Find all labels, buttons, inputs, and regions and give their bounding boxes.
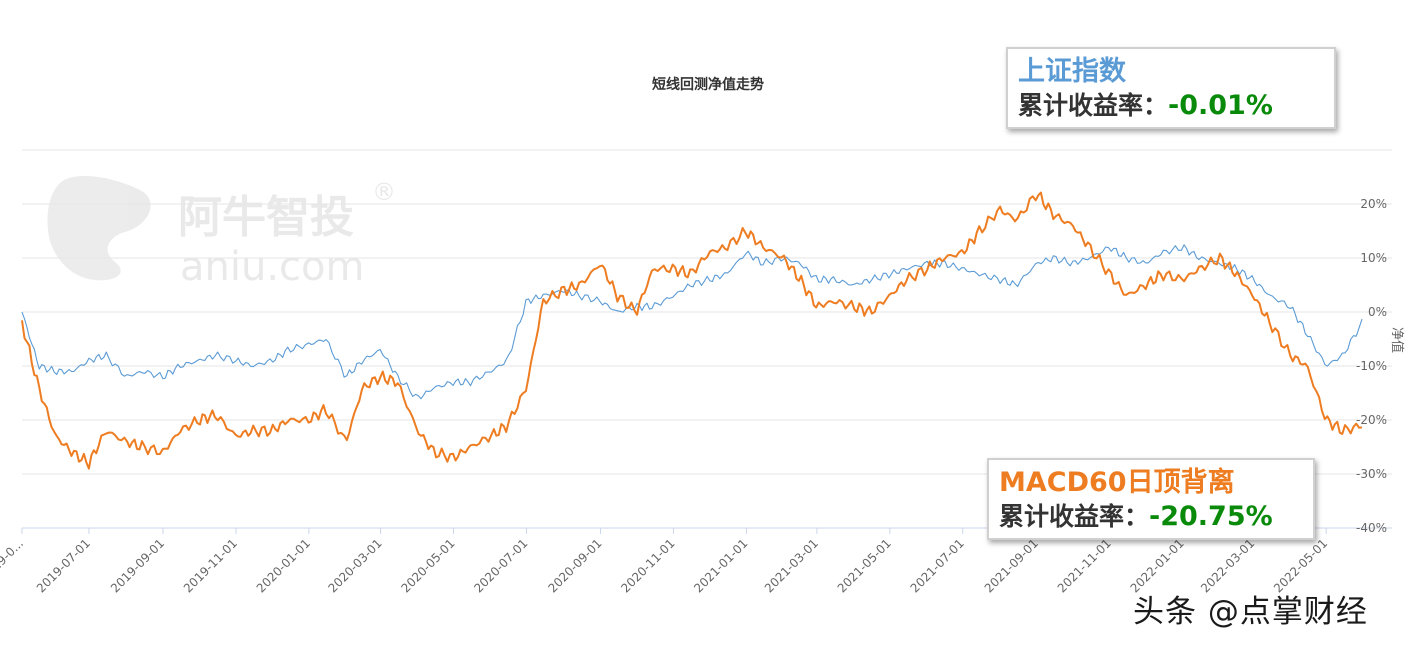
legend-name-strategy: MACD60日顶背离	[999, 467, 1235, 498]
y-tick-label: 20%	[1360, 197, 1387, 211]
x-tick-label: 2019-11-01	[181, 536, 240, 595]
chart-title: 短线回测净值走势	[652, 76, 764, 93]
watermark-brand-en: aniu.com	[180, 244, 364, 290]
watermark-brand-cn: 阿牛智投	[178, 192, 354, 243]
x-tick-label: 2019-09-01	[108, 536, 167, 595]
watermark-credit: 头条 @点掌财经	[1133, 594, 1368, 630]
x-tick-label: 2020-11-01	[618, 536, 677, 595]
return-value-strategy: -20.75%	[1149, 501, 1273, 532]
legend-box-strategy: MACD60日顶背离 累计收益率：-20.75%	[987, 458, 1315, 540]
x-tick-label: 2021-11-01	[1055, 536, 1114, 595]
x-tick-label: 2021-01-01	[691, 536, 750, 595]
x-tick-label: 2020-01-01	[254, 536, 313, 595]
return-value-index: -0.01%	[1168, 90, 1273, 121]
legend-name-index: 上证指数	[1018, 56, 1126, 87]
x-tick-label: 2019-0...	[0, 536, 26, 584]
y-tick-label: -10%	[1356, 359, 1387, 373]
legend-box-index: 上证指数 累计收益率：-0.01%	[1006, 47, 1336, 129]
x-tick-label: 2021-03-01	[762, 536, 821, 595]
x-tick-label: 2020-09-01	[545, 536, 604, 595]
x-tick-label: 2021-05-01	[835, 536, 894, 595]
y-tick-label: -40%	[1356, 521, 1387, 535]
x-tick-label: 2019-07-01	[34, 536, 93, 595]
series-line-index	[21, 244, 1363, 400]
x-tick-label: 2021-07-01	[908, 536, 967, 595]
x-tick-label: 2021-09-01	[982, 536, 1041, 595]
series-line-strategy	[21, 191, 1363, 470]
legend-return-strategy: 累计收益率：-20.75%	[999, 500, 1303, 534]
series-layer	[21, 191, 1363, 470]
watermark-registered: ®	[372, 178, 396, 206]
x-tick-label: 2020-03-01	[326, 536, 385, 595]
y-tick-label: -30%	[1356, 467, 1387, 481]
legend-return-index: 累计收益率：-0.01%	[1018, 89, 1324, 123]
y-tick-label: 0%	[1368, 305, 1387, 319]
return-label: 累计收益率：	[999, 502, 1150, 531]
aniu-logo-icon	[47, 175, 151, 281]
grid	[22, 149, 1392, 529]
y-axis-label: 净值	[1389, 327, 1405, 353]
aniu-watermark: 阿牛智投 ® aniu.com	[47, 175, 396, 290]
return-label: 累计收益率：	[1018, 91, 1169, 120]
y-axis-ticks: 20% 10% 0% -10% -20% -30% -40%	[1356, 197, 1387, 535]
x-tick-label: 2020-07-01	[471, 536, 530, 595]
x-tick-label: 2020-05-01	[398, 536, 457, 595]
y-tick-label: -20%	[1356, 413, 1387, 427]
y-tick-label: 10%	[1360, 251, 1387, 265]
